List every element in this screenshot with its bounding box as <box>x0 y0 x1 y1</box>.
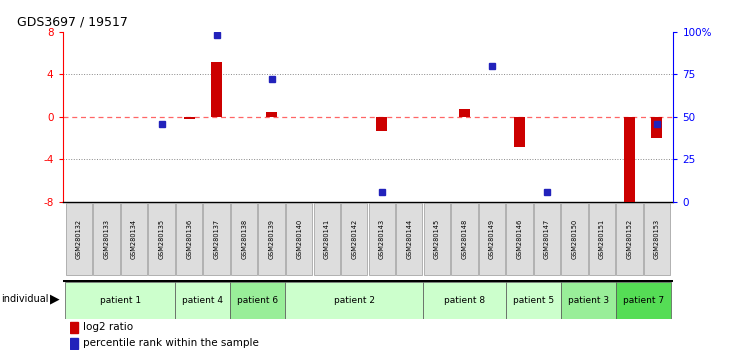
Text: GSM280139: GSM280139 <box>269 219 275 259</box>
Text: GSM280137: GSM280137 <box>213 219 219 259</box>
Bar <box>184 117 194 119</box>
Text: GSM280144: GSM280144 <box>406 219 412 259</box>
FancyBboxPatch shape <box>506 282 561 319</box>
Text: individual: individual <box>1 294 49 304</box>
Text: GSM280132: GSM280132 <box>76 219 82 259</box>
FancyBboxPatch shape <box>561 282 615 319</box>
FancyBboxPatch shape <box>149 202 175 275</box>
Text: patient 7: patient 7 <box>623 296 664 305</box>
FancyBboxPatch shape <box>286 282 423 319</box>
Text: GSM280147: GSM280147 <box>544 219 550 259</box>
Text: GSM280133: GSM280133 <box>104 219 110 259</box>
Text: GSM280138: GSM280138 <box>241 219 247 259</box>
FancyBboxPatch shape <box>66 282 175 319</box>
FancyBboxPatch shape <box>506 202 533 275</box>
Text: GSM280153: GSM280153 <box>654 219 660 259</box>
Text: GSM280135: GSM280135 <box>159 219 165 259</box>
FancyBboxPatch shape <box>231 202 258 275</box>
FancyBboxPatch shape <box>176 202 202 275</box>
Bar <box>459 109 470 117</box>
FancyBboxPatch shape <box>230 282 286 319</box>
Text: GSM280141: GSM280141 <box>324 219 330 259</box>
Text: GSM280143: GSM280143 <box>379 219 385 259</box>
FancyBboxPatch shape <box>66 202 92 275</box>
Text: GSM280151: GSM280151 <box>599 219 605 259</box>
FancyBboxPatch shape <box>314 202 340 275</box>
FancyBboxPatch shape <box>478 202 505 275</box>
FancyBboxPatch shape <box>258 202 285 275</box>
Text: GSM280148: GSM280148 <box>461 219 467 259</box>
Bar <box>70 338 78 349</box>
Text: GSM280152: GSM280152 <box>626 219 632 259</box>
FancyBboxPatch shape <box>644 202 670 275</box>
FancyBboxPatch shape <box>93 202 120 275</box>
Text: GSM280134: GSM280134 <box>131 219 137 259</box>
Bar <box>211 62 222 117</box>
Text: patient 3: patient 3 <box>567 296 609 305</box>
Text: GSM280146: GSM280146 <box>517 219 523 259</box>
FancyBboxPatch shape <box>341 202 367 275</box>
Bar <box>70 322 78 333</box>
Text: GSM280145: GSM280145 <box>434 219 440 259</box>
FancyBboxPatch shape <box>369 202 395 275</box>
Bar <box>514 117 525 147</box>
FancyBboxPatch shape <box>589 202 615 275</box>
Text: percentile rank within the sample: percentile rank within the sample <box>82 338 258 348</box>
Text: GSM280142: GSM280142 <box>351 219 357 259</box>
Text: GSM280150: GSM280150 <box>571 219 577 259</box>
Bar <box>624 117 635 204</box>
FancyBboxPatch shape <box>396 202 422 275</box>
Text: patient 1: patient 1 <box>100 296 141 305</box>
Text: GSM280140: GSM280140 <box>296 219 302 259</box>
Bar <box>376 117 387 131</box>
FancyBboxPatch shape <box>615 282 670 319</box>
Bar <box>651 117 662 138</box>
Text: patient 2: patient 2 <box>333 296 375 305</box>
Text: log2 ratio: log2 ratio <box>82 322 133 332</box>
FancyBboxPatch shape <box>616 202 643 275</box>
Text: GSM280136: GSM280136 <box>186 219 192 259</box>
Text: ▶: ▶ <box>50 293 60 306</box>
FancyBboxPatch shape <box>121 202 147 275</box>
Text: patient 6: patient 6 <box>238 296 278 305</box>
Bar <box>266 112 277 117</box>
FancyBboxPatch shape <box>286 202 312 275</box>
FancyBboxPatch shape <box>423 282 506 319</box>
Text: GDS3697 / 19517: GDS3697 / 19517 <box>17 16 127 28</box>
FancyBboxPatch shape <box>451 202 478 275</box>
Text: patient 8: patient 8 <box>444 296 485 305</box>
Text: patient 5: patient 5 <box>512 296 553 305</box>
FancyBboxPatch shape <box>534 202 560 275</box>
FancyBboxPatch shape <box>203 202 230 275</box>
FancyBboxPatch shape <box>175 282 230 319</box>
Text: GSM280149: GSM280149 <box>489 219 495 259</box>
FancyBboxPatch shape <box>424 202 450 275</box>
FancyBboxPatch shape <box>561 202 587 275</box>
Text: patient 4: patient 4 <box>183 296 224 305</box>
